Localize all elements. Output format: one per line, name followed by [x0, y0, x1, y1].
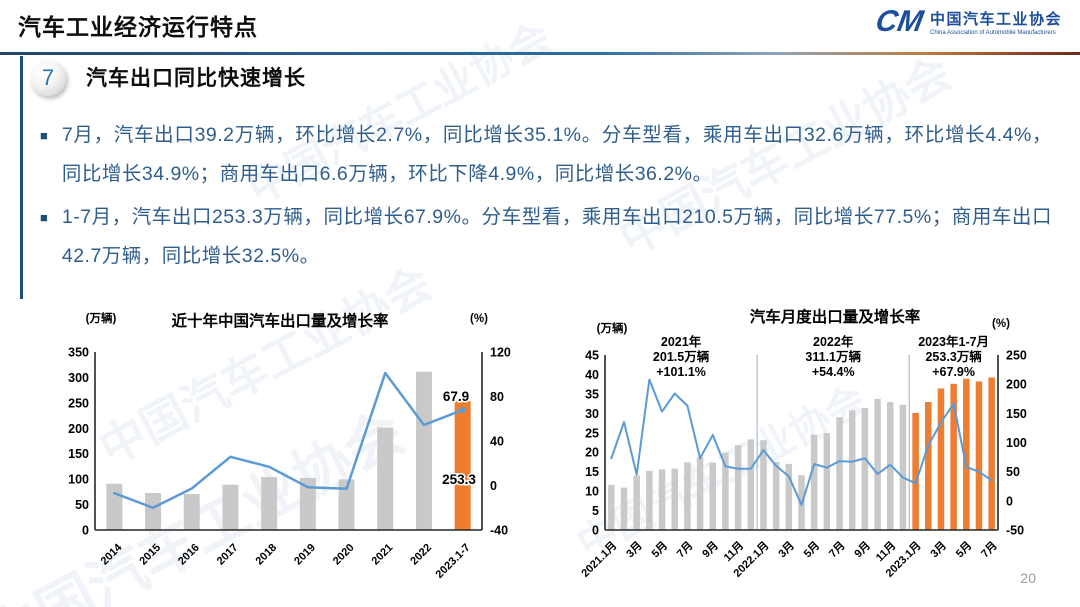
page-number: 20: [1020, 570, 1036, 586]
svg-text:2019: 2019: [292, 542, 318, 568]
svg-text:2022: 2022: [408, 542, 434, 568]
bullet-item: ■ 1-7月，汽车出口253.3万辆，同比增长67.9%。分车型看，乘用车出口2…: [40, 198, 1052, 276]
svg-text:2017: 2017: [215, 542, 241, 568]
bullet-text: 7月，汽车出口39.2万辆，环比增长2.7%，同比增长35.1%。分车型看，乘用…: [61, 124, 1052, 185]
svg-text:67.9: 67.9: [443, 389, 469, 404]
page-title: 汽车工业经济运行特点: [18, 14, 258, 40]
section-number-badge: 7: [30, 60, 66, 96]
svg-text:150: 150: [1006, 407, 1027, 421]
svg-text:2023年1-7月: 2023年1-7月: [918, 334, 989, 349]
logo-name-cn: 中国汽车工业协会: [929, 11, 1062, 28]
svg-text:7月: 7月: [674, 539, 695, 560]
svg-text:-40: -40: [490, 524, 508, 538]
svg-text:2021: 2021: [370, 542, 396, 568]
svg-text:2023.1-7: 2023.1-7: [434, 542, 473, 581]
svg-text:2016: 2016: [176, 542, 202, 568]
svg-text:50: 50: [75, 498, 89, 512]
bullet-list: ■ 7月，汽车出口39.2万辆，环比增长2.7%，同比增长35.1%。分车型看，…: [40, 116, 1052, 280]
svg-text:50: 50: [1006, 465, 1020, 479]
svg-text:+67.9%: +67.9%: [932, 365, 975, 379]
svg-text:250: 250: [1006, 349, 1027, 363]
svg-text:200: 200: [1006, 378, 1027, 392]
chart-annual-export-volume-growth: 近十年中国汽车出口量及增长率 (万辆) (%) 0 50 100 150 200 250 300 3…: [68, 311, 511, 581]
svg-text:7月: 7月: [978, 539, 999, 560]
svg-text:25: 25: [585, 426, 599, 440]
svg-text:40: 40: [585, 368, 599, 382]
svg-text:2021.1月: 2021.1月: [579, 539, 620, 580]
svg-text:300: 300: [68, 371, 89, 385]
svg-text:100: 100: [68, 473, 89, 487]
svg-text:45: 45: [585, 349, 599, 363]
svg-text:5月: 5月: [953, 539, 974, 560]
svg-text:9月: 9月: [700, 539, 721, 560]
svg-text:3月: 3月: [776, 539, 797, 560]
svg-text:5: 5: [592, 504, 599, 518]
svg-text:+54.4%: +54.4%: [812, 365, 855, 379]
svg-text:0: 0: [82, 524, 89, 538]
svg-text:350: 350: [68, 346, 89, 360]
caam-logo: CM 中国汽车工业协会 China Association of Automob…: [873, 5, 1062, 38]
svg-text:近十年中国汽车出口量及增长率: 近十年中国汽车出口量及增长率: [171, 311, 389, 330]
svg-text:200: 200: [68, 422, 89, 436]
svg-text:250: 250: [68, 396, 89, 410]
svg-text:120: 120: [490, 346, 511, 360]
svg-text:0: 0: [490, 479, 497, 493]
svg-text:253.3万辆: 253.3万辆: [925, 349, 982, 364]
svg-text:80: 80: [490, 390, 504, 404]
svg-text:2020: 2020: [331, 542, 357, 568]
svg-text:201.5万辆: 201.5万辆: [653, 349, 710, 364]
svg-text:30: 30: [585, 407, 599, 421]
svg-text:(万辆): (万辆): [597, 321, 628, 335]
logo-name-en: China Association of Automobile Manufact…: [929, 30, 1056, 36]
svg-text:9月: 9月: [852, 539, 873, 560]
svg-text:100: 100: [1006, 436, 1027, 450]
section-number: 7: [41, 65, 55, 90]
svg-text:(%): (%): [992, 318, 1010, 330]
svg-text:15: 15: [585, 465, 599, 479]
svg-text:(%): (%): [470, 313, 488, 325]
caam-logo-text: 中国汽车工业协会 China Association of Automobile…: [930, 8, 1062, 36]
svg-text:2022年: 2022年: [813, 334, 854, 349]
svg-text:+101.1%: +101.1%: [656, 365, 706, 379]
caam-logo-icon: CM: [873, 5, 926, 38]
svg-text:35: 35: [585, 387, 599, 401]
svg-text:5月: 5月: [801, 539, 822, 560]
svg-text:253.3: 253.3: [442, 472, 476, 487]
svg-text:5月: 5月: [649, 539, 670, 560]
svg-text:(万辆): (万辆): [86, 311, 117, 325]
svg-text:150: 150: [68, 447, 89, 461]
section-title: 汽车出口同比快速增长: [86, 67, 306, 90]
svg-text:311.1万辆: 311.1万辆: [805, 349, 861, 364]
svg-text:3月: 3月: [928, 539, 949, 560]
svg-text:2014: 2014: [99, 541, 125, 567]
svg-text:40: 40: [490, 435, 504, 449]
header-divider: [0, 52, 1080, 55]
svg-text:汽车月度出口量及增长率: 汽车月度出口量及增长率: [750, 307, 921, 326]
section-accent-line: [20, 56, 23, 299]
svg-text:-50: -50: [1006, 524, 1024, 538]
bullet-item: ■ 7月，汽车出口39.2万辆，环比增长2.7%，同比增长35.1%。分车型看，…: [40, 116, 1052, 194]
bullet-square-icon: ■: [40, 210, 48, 225]
svg-text:20: 20: [585, 446, 599, 460]
svg-text:7月: 7月: [826, 539, 847, 560]
bullet-square-icon: ■: [40, 128, 48, 143]
svg-text:10: 10: [585, 485, 599, 499]
svg-text:3月: 3月: [624, 539, 645, 560]
svg-text:2015: 2015: [137, 542, 163, 568]
chart-monthly-export-volume-growth: 汽车月度出口量及增长率(万辆) (%)2021年201.5万辆+101.1%202…: [579, 307, 1027, 580]
svg-text:2021年: 2021年: [661, 334, 702, 349]
svg-text:0: 0: [592, 524, 599, 538]
bullet-text: 1-7月，汽车出口253.3万辆，同比增长67.9%。分车型看，乘用车出口210…: [61, 206, 1052, 267]
svg-text:0: 0: [1006, 494, 1013, 508]
svg-text:2018: 2018: [253, 542, 279, 568]
